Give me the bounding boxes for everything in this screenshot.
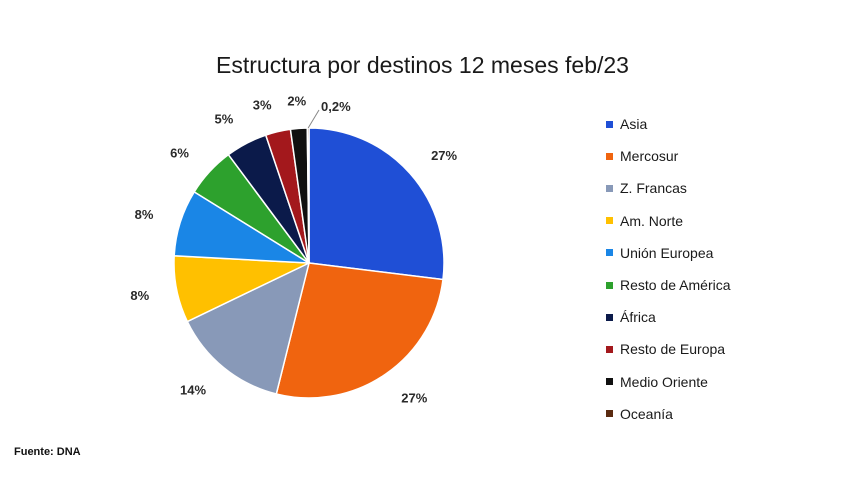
data-label: 14% bbox=[180, 382, 206, 397]
legend-swatch bbox=[606, 378, 613, 386]
pie-slice-1 bbox=[275, 262, 444, 399]
legend-swatch bbox=[606, 410, 613, 418]
data-label: 6% bbox=[170, 146, 189, 161]
legend-item: Z. Francas bbox=[606, 172, 836, 204]
pie-slice-0 bbox=[308, 127, 445, 281]
legend-label: Oceanía bbox=[620, 405, 673, 422]
legend-swatch bbox=[606, 249, 613, 257]
legend-label: Z. Francas bbox=[620, 180, 687, 197]
data-label: 5% bbox=[215, 112, 234, 127]
legend-item: Resto de América bbox=[606, 269, 836, 301]
leader-line bbox=[307, 109, 320, 129]
legend-swatch bbox=[606, 217, 613, 225]
legend-item: Resto de Europa bbox=[606, 333, 836, 365]
data-label: 2% bbox=[287, 93, 306, 108]
legend-item: Oceanía bbox=[606, 398, 836, 430]
legend-label: Unión Europea bbox=[620, 244, 714, 261]
legend-swatch bbox=[606, 152, 613, 160]
legend-swatch bbox=[606, 184, 613, 192]
legend-label: Am. Norte bbox=[620, 212, 684, 229]
legend-swatch bbox=[606, 281, 613, 289]
legend-label: Resto de Europa bbox=[620, 341, 726, 358]
chart-title: Estructura por destinos 12 meses feb/23 bbox=[216, 52, 629, 78]
data-label: 8% bbox=[135, 207, 154, 222]
source-note: Fuente: DNA bbox=[14, 446, 81, 458]
data-label: 3% bbox=[253, 97, 272, 112]
data-label: 0,2% bbox=[321, 99, 351, 114]
chart-legend: Asia Mercosur Z. Francas Am. Norte Unión Eur… bbox=[606, 108, 836, 430]
legend-item: Am. Norte bbox=[606, 205, 836, 237]
legend-swatch bbox=[606, 345, 613, 353]
pie-slice-9 bbox=[306, 127, 310, 264]
data-label: 8% bbox=[130, 288, 149, 303]
legend-item: Unión Europea bbox=[606, 237, 836, 269]
legend-swatch bbox=[606, 313, 613, 321]
legend-label: Asia bbox=[620, 116, 648, 133]
legend-label: África bbox=[620, 309, 656, 326]
legend-item: Mercosur bbox=[606, 140, 836, 172]
legend-label: Medio Oriente bbox=[620, 373, 708, 390]
legend-item: África bbox=[606, 301, 836, 333]
legend-label: Resto de América bbox=[620, 277, 731, 294]
legend-item: Medio Oriente bbox=[606, 366, 836, 398]
legend-item: Asia bbox=[606, 108, 836, 140]
pie-slice-2 bbox=[186, 261, 311, 395]
legend-swatch bbox=[606, 120, 613, 128]
legend-label: Mercosur bbox=[620, 148, 679, 165]
data-label: 27% bbox=[401, 390, 427, 405]
data-label: 27% bbox=[431, 148, 457, 163]
